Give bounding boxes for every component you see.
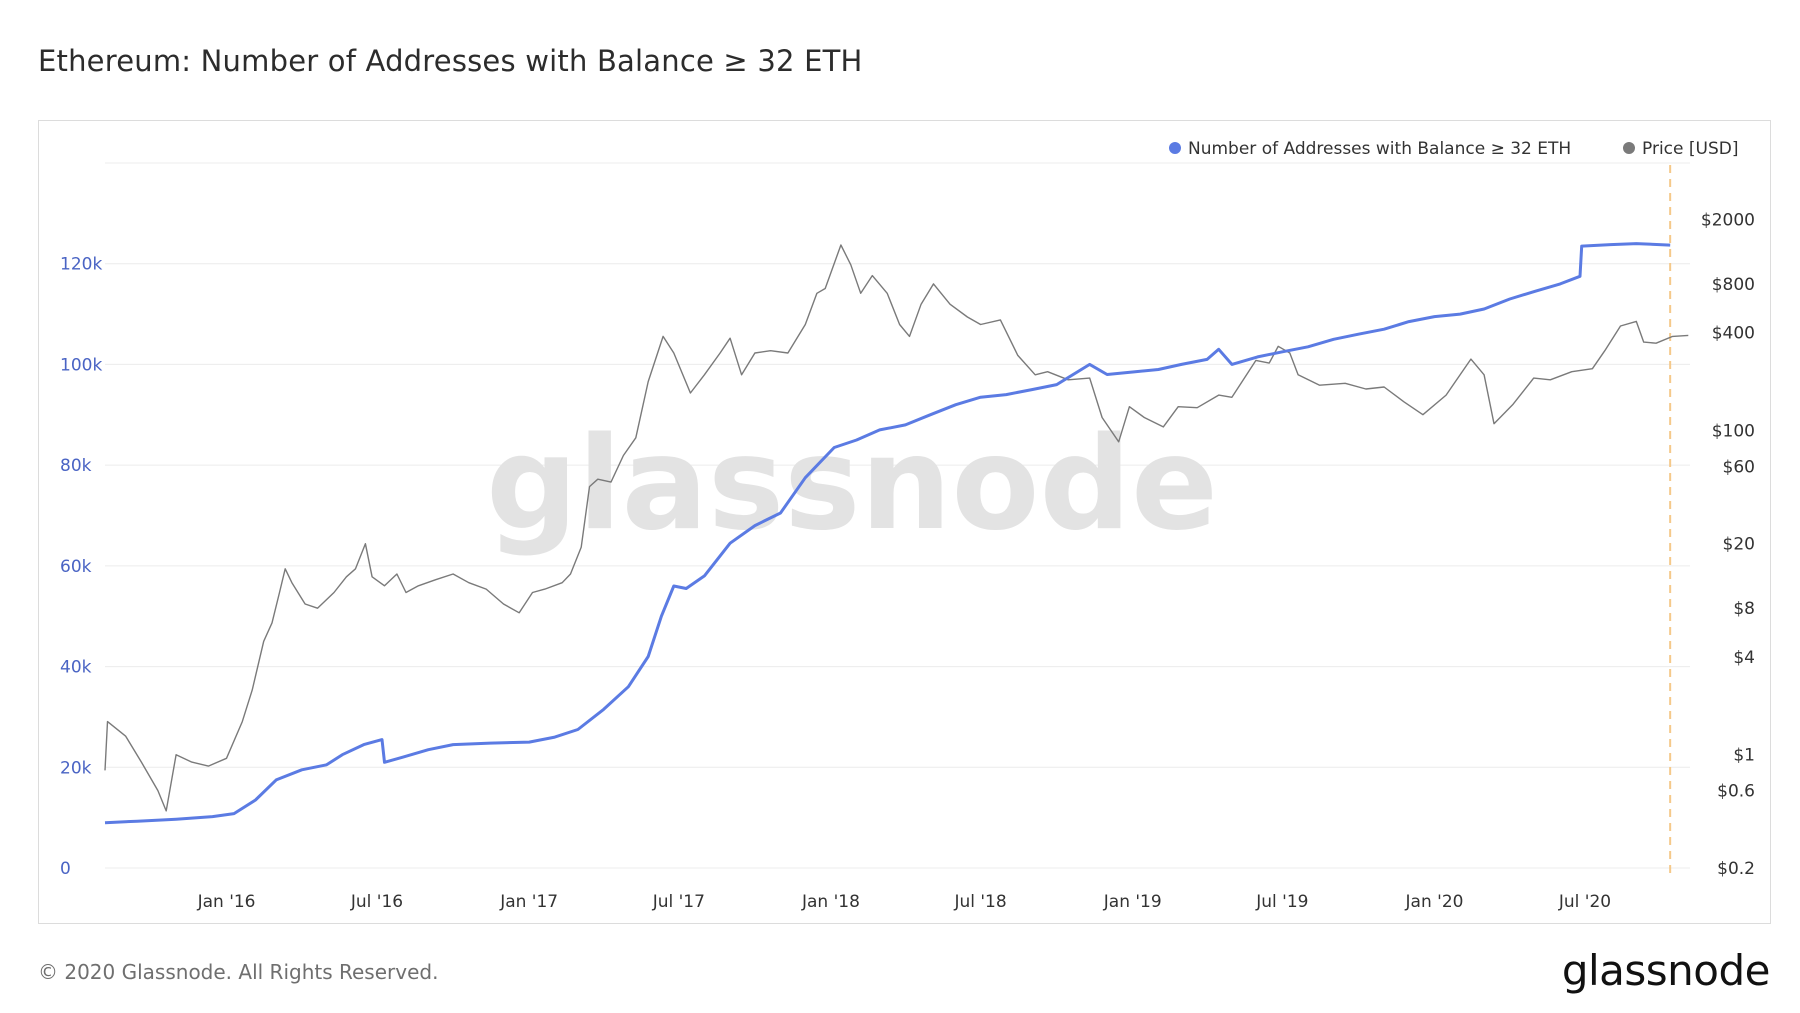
x-axis: Jan '16 Jul '16 Jan '17 Jul '17 Jan '18 Jul '… — [197, 892, 1612, 912]
left-tick-label: 60k — [60, 557, 92, 577]
x-tick-label: Jan '17 — [499, 892, 558, 912]
left-tick-label: 100k — [60, 355, 102, 375]
right-tick-label: $20 — [1723, 535, 1755, 555]
copyright-text: © 2020 Glassnode. All Rights Reserved. — [38, 960, 439, 984]
right-tick-label: $800 — [1712, 275, 1755, 295]
left-tick-label: 40k — [60, 658, 92, 678]
right-tick-label: $2000 — [1701, 210, 1755, 230]
legend-dot-addresses[interactable] — [1169, 142, 1181, 154]
right-tick-label: $100 — [1712, 421, 1755, 441]
right-tick-label: $1 — [1733, 746, 1755, 766]
left-axis: 0 20k 40k 60k 80k 100k 120k — [60, 255, 102, 879]
right-tick-label: $8 — [1733, 599, 1755, 619]
grid-lines — [105, 162, 1690, 869]
x-tick-label: Jul '17 — [652, 892, 705, 912]
x-tick-label: Jul '16 — [350, 892, 403, 912]
x-tick-label: Jul '19 — [1255, 892, 1308, 912]
right-tick-label: $0.2 — [1717, 859, 1755, 879]
legend-label-price[interactable]: Price [USD] — [1642, 139, 1738, 159]
left-tick-label: 120k — [60, 255, 102, 275]
legend[interactable]: Number of Addresses with Balance ≥ 32 ET… — [1169, 139, 1738, 159]
left-tick-label: 0 — [60, 859, 71, 879]
series-lines — [104, 242, 1689, 825]
price-line — [104, 244, 1689, 812]
x-tick-label: Jul '20 — [1558, 892, 1611, 912]
legend-dot-price[interactable] — [1623, 142, 1635, 154]
chart-title: Ethereum: Number of Addresses with Balan… — [38, 44, 863, 78]
right-tick-label: $4 — [1733, 648, 1755, 668]
left-tick-label: 20k — [60, 758, 92, 778]
legend-label-addresses[interactable]: Number of Addresses with Balance ≥ 32 ET… — [1188, 139, 1571, 159]
watermark: glassnode — [486, 410, 1218, 559]
x-tick-label: Jan '20 — [1405, 892, 1464, 912]
right-tick-label: $60 — [1723, 457, 1755, 477]
left-tick-label: 80k — [60, 456, 92, 476]
right-tick-label: $0.6 — [1717, 782, 1755, 802]
chart-frame — [38, 120, 1771, 924]
x-tick-label: Jan '18 — [801, 892, 860, 912]
x-tick-label: Jan '19 — [1103, 892, 1162, 912]
glassnode-logo[interactable]: glassnode — [1561, 946, 1771, 995]
x-tick-label: Jul '18 — [953, 892, 1006, 912]
addresses-line — [104, 242, 1671, 825]
right-tick-label: $400 — [1712, 324, 1755, 344]
x-tick-label: Jan '16 — [197, 892, 256, 912]
right-axis: $0.2 $0.6 $1 $4 $8 $20 $60 $100 $400 $800 $2000 — [1701, 210, 1755, 879]
